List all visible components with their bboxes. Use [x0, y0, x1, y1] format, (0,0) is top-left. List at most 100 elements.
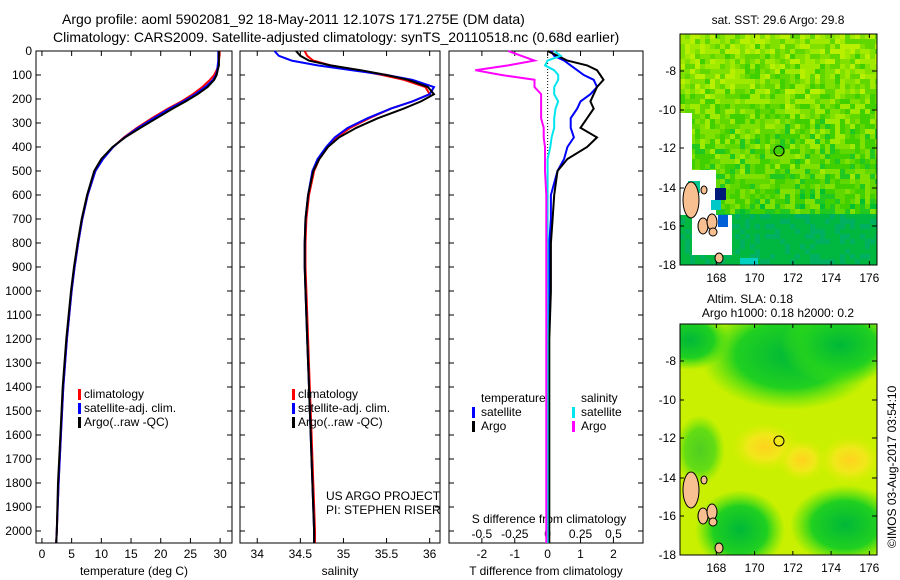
sst-cell — [695, 74, 700, 79]
sst-cell — [705, 134, 710, 139]
sst-cell — [835, 249, 840, 254]
sst-cell — [745, 229, 750, 234]
sst-cell — [760, 74, 765, 79]
sst-cell — [690, 124, 695, 129]
sst-cell — [680, 84, 685, 89]
sst-cell — [740, 199, 745, 204]
sst-cell — [705, 259, 710, 264]
sst-cell — [680, 44, 685, 49]
sst-cell — [845, 94, 850, 99]
sst-cell — [835, 259, 840, 264]
y-tick-label: 1900 — [5, 500, 32, 514]
sst-cell — [865, 104, 870, 109]
sst-cell — [850, 214, 855, 219]
sst-cell — [770, 149, 775, 154]
sst-cell — [810, 259, 815, 264]
sst-cell — [850, 259, 855, 264]
sst-cell — [825, 64, 830, 69]
sst-cell — [730, 249, 735, 254]
sst-cell — [745, 239, 750, 244]
sst-cell — [845, 259, 850, 264]
sst-cell — [695, 259, 700, 264]
sst-cell — [695, 84, 700, 89]
sst-cell — [760, 184, 765, 189]
sst-cell — [730, 94, 735, 99]
sst-cell — [815, 249, 820, 254]
sst-cell — [770, 129, 775, 134]
lat-tick-label: -12 — [659, 141, 677, 155]
sst-cell — [820, 164, 825, 169]
sst-cell — [765, 224, 770, 229]
sst-cell — [725, 254, 730, 259]
sst-cell — [680, 59, 685, 64]
sst-cell — [755, 154, 760, 159]
sst-cell — [875, 84, 877, 89]
sst-cell — [780, 79, 785, 84]
sst-cell — [845, 49, 850, 54]
sst-cell — [825, 229, 830, 234]
sst-cell — [745, 194, 750, 199]
sst-cell — [875, 229, 877, 234]
sst-cell — [845, 154, 850, 159]
sst-cell — [835, 154, 840, 159]
sst-cell — [730, 219, 735, 224]
sst-cell — [870, 219, 875, 224]
x-tick-label: 25 — [184, 547, 198, 561]
sst-cell — [780, 64, 785, 69]
sst-cell — [780, 44, 785, 49]
sst-cell — [760, 94, 765, 99]
y-tick-label: 400 — [12, 140, 32, 154]
sst-cell — [740, 99, 745, 104]
sst-cell — [875, 169, 877, 174]
sst-cell — [785, 59, 790, 64]
sst-cell — [835, 64, 840, 69]
sst-cell — [855, 64, 860, 69]
sst-cell — [680, 229, 685, 234]
sst-cell — [715, 64, 720, 69]
sst-cell — [785, 49, 790, 54]
sst-cell — [830, 209, 835, 214]
sst-cell — [865, 239, 870, 244]
sst-cell — [715, 164, 720, 169]
sst-cell — [875, 244, 877, 249]
sst-cell — [860, 199, 865, 204]
sst-cell — [785, 174, 790, 179]
sst-cell — [770, 184, 775, 189]
sst-cell — [750, 84, 755, 89]
sst-cell — [780, 159, 785, 164]
sst-cell — [760, 144, 765, 149]
sst-cell — [815, 144, 820, 149]
sst-cell — [785, 244, 790, 249]
sst-cell — [715, 188, 726, 200]
sst-cell — [825, 174, 830, 179]
sst-cell — [865, 189, 870, 194]
sst-cell — [865, 154, 870, 159]
sst-cell — [775, 104, 780, 109]
sst-cell — [840, 139, 845, 144]
sst-cell — [845, 84, 850, 89]
sst-cell — [800, 199, 805, 204]
sst-cell — [795, 179, 800, 184]
sst-cell — [845, 114, 850, 119]
sst-cell — [840, 189, 845, 194]
sst-cell — [735, 49, 740, 54]
sst-cell — [820, 209, 825, 214]
lat-tick-label: -10 — [659, 103, 677, 117]
sst-cell — [845, 34, 850, 39]
sst-cell — [765, 249, 770, 254]
sst-cell — [790, 194, 795, 199]
sst-cell — [775, 54, 780, 59]
sst-cell — [700, 114, 705, 119]
sst-cell — [850, 54, 855, 59]
sst-cell — [715, 84, 720, 89]
sst-cell — [785, 159, 790, 164]
sst-cell — [680, 94, 685, 99]
sst-cell — [750, 129, 755, 134]
sst-cell — [860, 259, 865, 264]
sst-cell — [820, 64, 825, 69]
sst-cell — [705, 109, 710, 114]
sst-cell — [745, 254, 750, 259]
sst-cell — [865, 34, 870, 39]
sst-cell — [870, 249, 875, 254]
sst-cell — [745, 244, 750, 249]
